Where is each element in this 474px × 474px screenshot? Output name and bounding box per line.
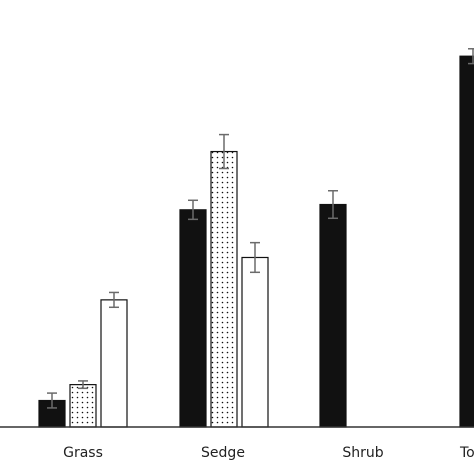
x-tick-label-shrub: Shrub — [342, 445, 383, 461]
error-bar-sedge-open — [250, 241, 260, 274]
error-bar-shrub-solid — [328, 189, 338, 220]
x-tick-label-to: To — [459, 445, 474, 461]
error-bar-grass-dotted — [78, 380, 88, 390]
bar-sedge-solid — [179, 209, 207, 428]
error-bar-sedge-solid — [188, 199, 198, 221]
error-bar-grass-solid — [47, 392, 57, 409]
x-tick-labels: Grass Sedge Shrub To — [63, 445, 474, 461]
x-tick-label-sedge: Sedge — [201, 445, 245, 461]
bar-to-solid — [459, 55, 474, 428]
error-bar-to-solid — [468, 48, 474, 65]
bars-layer — [38, 55, 474, 428]
x-tick-label-grass: Grass — [63, 445, 103, 461]
bar-sedge-dotted — [210, 150, 238, 428]
error-bar-sedge-dotted — [219, 133, 229, 170]
bar-grass-open — [100, 299, 128, 428]
bar-grass-dotted — [69, 384, 97, 428]
bar-sedge-open — [241, 256, 269, 428]
bar-shrub-solid — [319, 203, 347, 428]
error-bars-layer — [47, 48, 474, 409]
error-bar-grass-open — [109, 291, 119, 309]
